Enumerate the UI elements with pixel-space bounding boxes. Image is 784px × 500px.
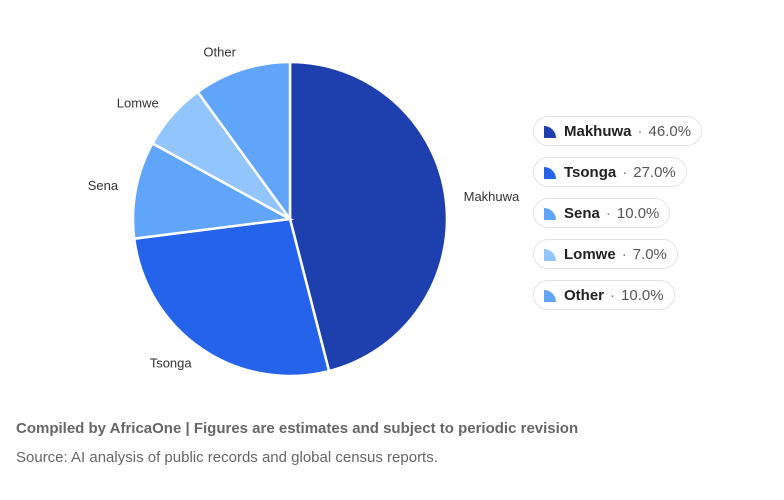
legend-swatch-icon: [544, 289, 556, 302]
legend-item-makhuwa[interactable]: Makhuwa · 46.0%: [533, 116, 703, 146]
legend-swatch-icon: [544, 207, 556, 220]
legend-separator: ·: [622, 163, 628, 181]
legend-swatch-icon: [544, 125, 556, 138]
legend-item-other[interactable]: Other · 10.0%: [533, 280, 675, 310]
legend-value: 10.0%: [621, 286, 664, 304]
slice-label-sena: Sena: [88, 178, 119, 193]
legend-item-sena[interactable]: Sena · 10.0%: [533, 198, 671, 228]
credit-line: Compiled by AfricaOne | Figures are esti…: [16, 420, 579, 437]
legend-value: 7.0%: [632, 245, 667, 263]
legend-separator: ·: [605, 204, 611, 222]
legend-label: Other: [564, 286, 605, 304]
pie-chart: Makhuwa Tsonga Sena Lomwe Other: [88, 45, 520, 378]
pie-slice-other[interactable]: [195, 60, 292, 223]
slice-label-lomwe: Lomwe: [117, 95, 159, 110]
legend-swatch-icon: [544, 248, 556, 261]
slice-label-other: Other: [203, 45, 236, 60]
legend-separator: ·: [637, 122, 643, 140]
pie-slice-sena[interactable]: [131, 141, 294, 241]
legend-value: 10.0%: [616, 204, 660, 222]
pie-slice-tsonga[interactable]: [132, 217, 331, 378]
legend-label: Sena: [564, 204, 600, 222]
source-line: Source: AI analysis of public records an…: [16, 449, 438, 466]
footer: Compiled by AfricaOne | Figures are esti…: [16, 420, 776, 466]
legend-separator: ·: [621, 245, 627, 263]
legend-label: Lomwe: [564, 245, 616, 263]
legend-separator: ·: [610, 286, 616, 304]
legend-value: 46.0%: [648, 122, 692, 140]
pie-slice-makhuwa[interactable]: [288, 60, 449, 373]
legend-item-tsonga[interactable]: Tsonga · 27.0%: [533, 157, 687, 187]
legend: Makhuwa · 46.0% Tsonga · 27.0% Sena · 10…: [533, 116, 773, 321]
legend-item-lomwe[interactable]: Lomwe · 7.0%: [533, 239, 678, 269]
slice-label-makhuwa: Makhuwa: [464, 189, 520, 204]
slice-label-tsonga: Tsonga: [150, 356, 193, 371]
legend-value: 27.0%: [633, 163, 676, 181]
legend-label: Makhuwa: [564, 122, 632, 140]
legend-swatch-icon: [544, 166, 556, 179]
legend-label: Tsonga: [564, 163, 617, 181]
